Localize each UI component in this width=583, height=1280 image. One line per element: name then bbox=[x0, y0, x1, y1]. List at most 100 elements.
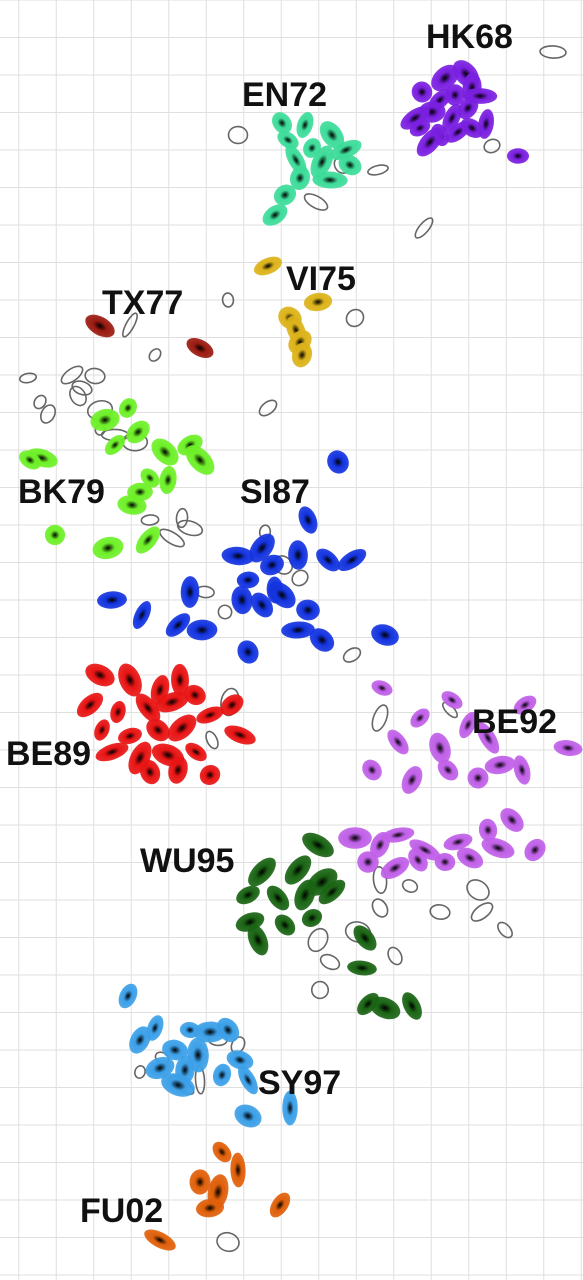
strain-point bbox=[289, 165, 311, 191]
series-fu02 bbox=[144, 1141, 291, 1251]
strain-point bbox=[310, 145, 334, 179]
series-sy97 bbox=[118, 983, 298, 1128]
strain-point bbox=[94, 719, 110, 741]
strain-point bbox=[195, 1198, 225, 1218]
strain-point bbox=[139, 759, 161, 785]
strain-point bbox=[513, 755, 531, 785]
strain-point bbox=[129, 1026, 151, 1054]
strain-point bbox=[266, 885, 290, 911]
strain-point bbox=[118, 983, 138, 1009]
strain-point bbox=[481, 837, 515, 859]
series-vi75 bbox=[253, 256, 333, 368]
unassigned-outline bbox=[291, 569, 309, 587]
unassigned-outline bbox=[342, 647, 362, 663]
unassigned-outline bbox=[371, 704, 389, 732]
unassigned-outline bbox=[40, 404, 56, 424]
strain-point bbox=[353, 925, 377, 951]
strain-point bbox=[118, 727, 142, 745]
strain-point bbox=[330, 139, 362, 161]
unassigned-outline bbox=[205, 730, 219, 750]
strain-point bbox=[402, 992, 422, 1020]
unassigned-outline bbox=[497, 921, 513, 939]
strain-point bbox=[162, 1039, 188, 1061]
strain-point bbox=[318, 879, 346, 905]
unassigned-outline bbox=[387, 946, 403, 966]
strain-point bbox=[231, 585, 253, 615]
cluster-label-sy97: SY97 bbox=[258, 1064, 341, 1102]
strain-point bbox=[309, 628, 335, 652]
strain-point bbox=[19, 450, 41, 470]
unassigned-outline bbox=[345, 308, 365, 328]
cluster-label-bk79: BK79 bbox=[18, 473, 105, 511]
unassigned-outline bbox=[310, 980, 330, 1000]
strain-point bbox=[117, 495, 147, 515]
cluster-label-si87: SI87 bbox=[240, 473, 310, 511]
strain-point bbox=[288, 540, 308, 570]
cluster-label-wu95: WU95 bbox=[140, 842, 234, 880]
strain-point bbox=[500, 808, 524, 832]
strain-point bbox=[294, 879, 316, 911]
strain-point bbox=[236, 885, 260, 905]
unassigned-outline bbox=[217, 604, 233, 620]
strain-point bbox=[274, 914, 296, 936]
unassigned-outline bbox=[140, 514, 160, 526]
strain-point bbox=[524, 838, 546, 862]
strain-point bbox=[216, 1017, 240, 1043]
strain-point bbox=[165, 613, 191, 637]
strain-point bbox=[196, 706, 224, 724]
unassigned-outline bbox=[470, 902, 494, 922]
strain-point bbox=[462, 88, 498, 104]
strain-point bbox=[135, 693, 161, 723]
strain-point bbox=[186, 337, 214, 359]
cluster-label-en72: EN72 bbox=[242, 76, 327, 114]
unassigned-outline bbox=[134, 1065, 146, 1079]
strain-point bbox=[92, 536, 124, 560]
unassigned-outline bbox=[258, 399, 278, 417]
strain-point bbox=[85, 314, 115, 338]
strain-point bbox=[186, 619, 218, 641]
strain-point bbox=[381, 827, 415, 843]
unassigned-outline bbox=[159, 528, 185, 548]
strain-point bbox=[236, 571, 260, 589]
unassigned-outline bbox=[148, 348, 162, 362]
series-wu95 bbox=[235, 832, 422, 1020]
series-tx77 bbox=[85, 314, 214, 359]
strain-point bbox=[387, 729, 409, 755]
unassigned-outline bbox=[84, 367, 106, 385]
strain-point bbox=[161, 1073, 195, 1097]
strain-point bbox=[104, 435, 126, 455]
strain-point bbox=[347, 960, 377, 976]
strain-point bbox=[212, 1141, 232, 1163]
strain-point bbox=[429, 732, 451, 764]
strain-point bbox=[371, 680, 393, 696]
strain-point bbox=[76, 692, 104, 718]
strain-point bbox=[303, 292, 333, 312]
unassigned-outline bbox=[483, 138, 501, 154]
strain-point bbox=[338, 827, 372, 849]
strain-point bbox=[316, 548, 340, 572]
strain-point bbox=[171, 663, 189, 697]
strain-point bbox=[168, 756, 188, 784]
unassigned-outline bbox=[60, 365, 84, 385]
series-be92 bbox=[338, 680, 583, 879]
strain-point bbox=[298, 506, 318, 534]
strain-point bbox=[506, 148, 530, 164]
strain-point bbox=[380, 857, 410, 879]
strain-point bbox=[119, 398, 137, 418]
strain-point bbox=[478, 818, 498, 842]
strain-point bbox=[337, 548, 367, 572]
strain-point bbox=[184, 684, 206, 706]
unassigned-outline bbox=[33, 394, 47, 410]
cluster-labels: HK68 EN72 VI75 TX77 BK79 SI87 BE89 BE92 … bbox=[6, 18, 557, 1230]
strain-point bbox=[249, 533, 275, 563]
strain-point bbox=[185, 742, 207, 762]
strain-point bbox=[456, 847, 484, 869]
strain-point bbox=[409, 839, 441, 861]
cluster-label-hk68: HK68 bbox=[426, 18, 513, 56]
strain-point bbox=[291, 342, 313, 368]
unassigned-outline bbox=[307, 927, 329, 953]
unassigned-outline bbox=[539, 45, 567, 59]
series-si87 bbox=[97, 450, 399, 664]
strain-point bbox=[132, 601, 152, 629]
strain-point bbox=[357, 992, 379, 1016]
